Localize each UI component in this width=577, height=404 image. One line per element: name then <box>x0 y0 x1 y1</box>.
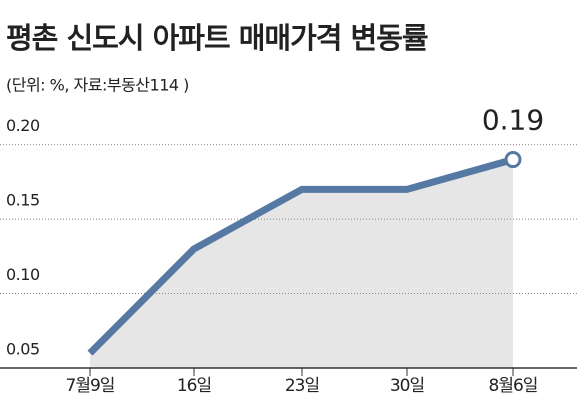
line <box>87 156 514 356</box>
y-tick-label: 0.05 <box>6 340 40 359</box>
chart-title: 평촌 신도시 아파트 매매가격 변동률 <box>6 21 428 55</box>
data-label: 0.19 <box>482 104 544 137</box>
y-tick-label: 0.15 <box>6 191 40 210</box>
x-tick-label: 23일 <box>285 376 319 396</box>
area <box>90 159 513 368</box>
x-tick-label: 16일 <box>177 376 211 396</box>
y-tick-label: 0.10 <box>6 265 40 284</box>
x-tick-label: 7월9일 <box>66 376 115 396</box>
x-tick-label: 30일 <box>390 376 424 396</box>
chart-subtitle: (단위: %, 자료:부동산114 ) <box>6 76 189 95</box>
point <box>504 151 522 169</box>
y-tick-label: 0.20 <box>6 116 40 135</box>
x-tick-label: 8월6일 <box>489 376 538 396</box>
